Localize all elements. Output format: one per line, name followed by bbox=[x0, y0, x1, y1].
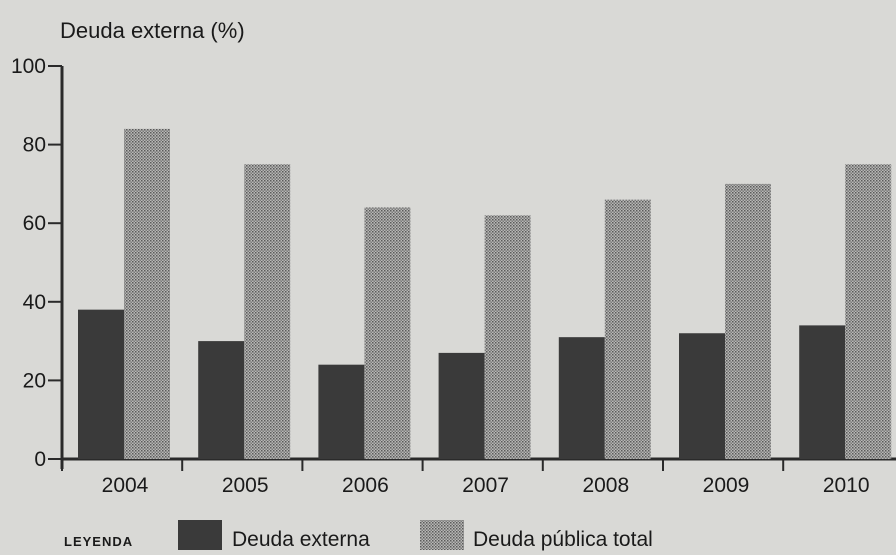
bar-deuda-externa-2006 bbox=[318, 364, 365, 459]
y-tick-label: 80 bbox=[23, 134, 46, 157]
bar-deuda-publica-total-2007 bbox=[484, 215, 531, 459]
bar-deuda-externa-2007 bbox=[438, 352, 485, 459]
y-tick-label: 40 bbox=[23, 291, 46, 314]
bar-deuda-externa-2005 bbox=[198, 341, 245, 459]
legend-title: LEYENDA bbox=[64, 534, 133, 549]
x-tick-label: 2005 bbox=[222, 474, 269, 497]
x-axis: 2004 2005 2006 2007 2008 2009 2010 bbox=[61, 457, 896, 497]
bar-deuda-publica-total-2005 bbox=[244, 164, 291, 459]
legend-label-deuda-externa: Deuda externa bbox=[232, 528, 370, 551]
x-tick-label: 2009 bbox=[703, 474, 750, 497]
bar-deuda-publica-total-2006 bbox=[364, 207, 411, 459]
y-tick-label: 20 bbox=[23, 369, 46, 392]
legend-swatch-deuda-externa bbox=[178, 520, 222, 550]
bar-deuda-publica-total-2010 bbox=[845, 164, 892, 459]
x-tick-label: 2008 bbox=[582, 474, 629, 497]
chart-title: Deuda externa (%) bbox=[60, 18, 245, 43]
bar-deuda-externa-2010 bbox=[799, 325, 846, 459]
legend-swatch-deuda-publica-total bbox=[420, 520, 464, 550]
x-tick-label: 2007 bbox=[462, 474, 509, 497]
x-tick-label: 2006 bbox=[342, 474, 389, 497]
bar-deuda-publica-total-2008 bbox=[604, 199, 651, 459]
legend-label-deuda-publica-total: Deuda pública total bbox=[473, 528, 653, 551]
bar-deuda-externa-2008 bbox=[558, 337, 605, 459]
bar-deuda-externa-2004 bbox=[78, 309, 124, 459]
y-axis: 0 20 40 60 80 100 bbox=[11, 55, 64, 471]
bar-deuda-publica-total-2009 bbox=[725, 183, 771, 459]
bars bbox=[78, 128, 892, 459]
y-tick-label: 0 bbox=[34, 448, 46, 471]
y-tick-label: 60 bbox=[23, 212, 46, 235]
x-tick-label: 2004 bbox=[102, 474, 149, 497]
legend: LEYENDA Deuda externa Deuda pública tota… bbox=[64, 520, 653, 551]
bar-deuda-publica-total-2004 bbox=[124, 128, 170, 459]
bar-deuda-externa-2009 bbox=[679, 333, 725, 459]
y-tick-label: 100 bbox=[11, 55, 46, 78]
x-tick-label: 2010 bbox=[823, 474, 870, 497]
